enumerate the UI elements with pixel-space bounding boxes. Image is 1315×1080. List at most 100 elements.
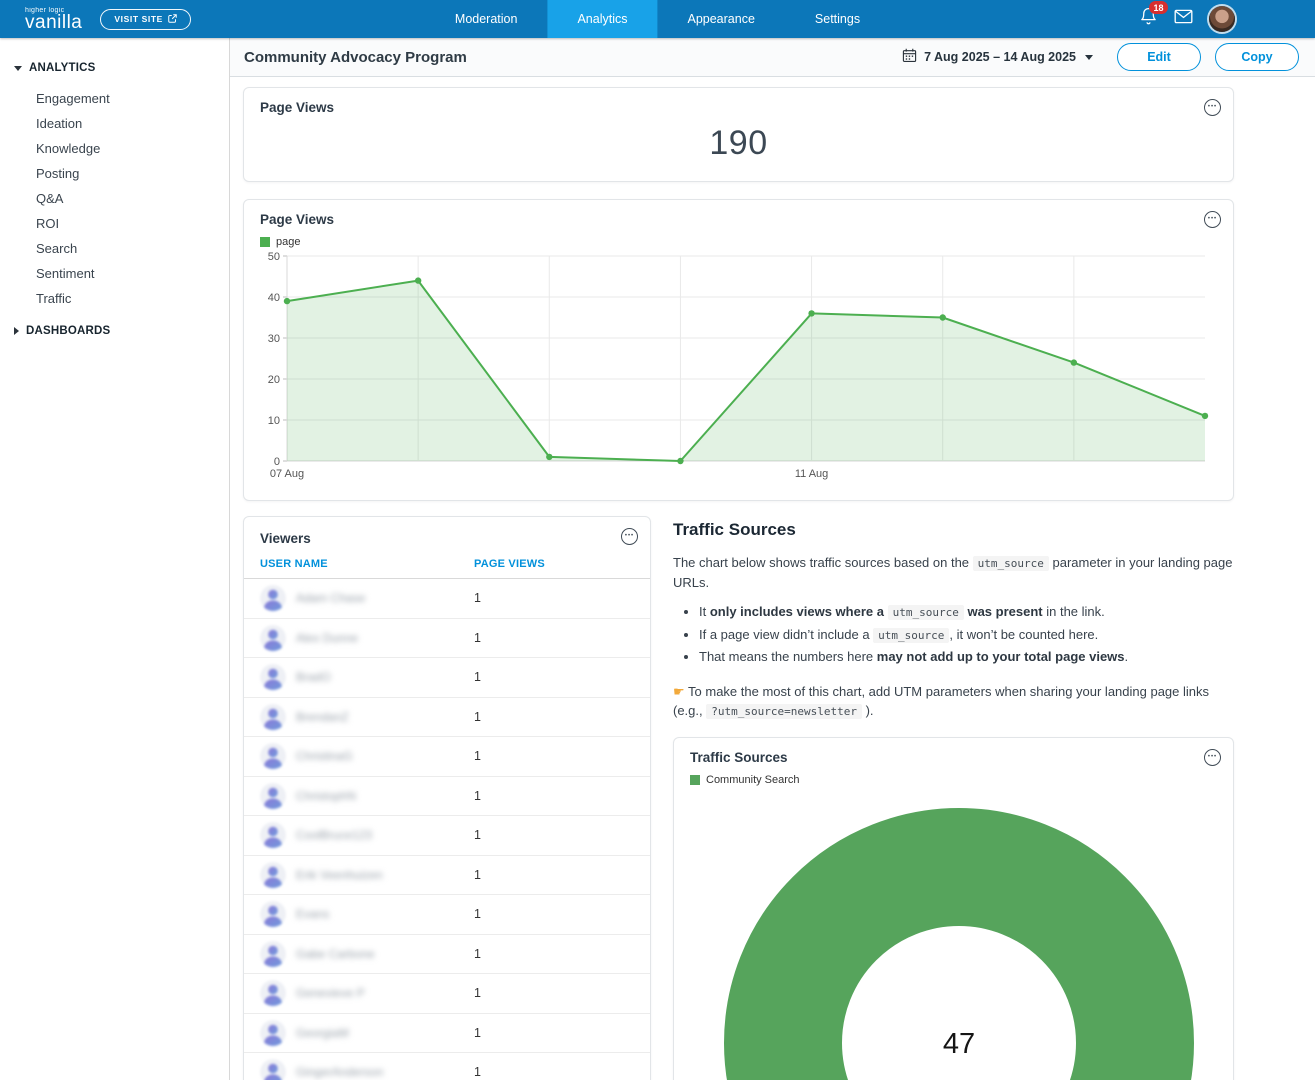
default-avatar	[260, 703, 286, 730]
viewer-name-link[interactable]: Erik Veenhuizen	[296, 867, 383, 882]
table-row: Alex Dunne 1	[244, 619, 650, 658]
tab-settings[interactable]: Settings	[814, 12, 861, 26]
page-views-value: 1	[474, 1065, 481, 1080]
tab-moderation[interactable]: Moderation	[454, 12, 518, 26]
table-row: GingerAnderson 1	[244, 1053, 650, 1080]
default-avatar	[260, 1019, 286, 1046]
sidebar-item-roi[interactable]: ROI	[36, 216, 60, 231]
card-title: Viewers	[260, 531, 311, 546]
default-avatar	[260, 980, 286, 1007]
copy-button[interactable]: Copy	[1215, 43, 1299, 71]
default-avatar	[260, 940, 286, 967]
page-views-value: 1	[474, 828, 481, 843]
column-header-user-name[interactable]: USER NAME	[260, 558, 328, 570]
page-header: Community Advocacy Program	[230, 38, 1315, 77]
date-range-label: 7 Aug 2025 – 14 Aug 2025	[924, 50, 1076, 64]
code-token: utm_source	[887, 605, 964, 620]
viewer-name-link[interactable]: BradO	[296, 670, 331, 685]
page-views-chart-card: Page Views page 0 10 20 30 40 50 07 Aug 11 Aug	[243, 199, 1234, 501]
primary-nav: Moderation Analytics Appearance Settings	[425, 0, 890, 38]
sidebar-item-sentiment[interactable]: Sentiment	[36, 266, 95, 281]
viewer-name-link[interactable]: Evans	[296, 907, 330, 922]
page-views-value: 1	[474, 867, 481, 882]
sidebar-item-engagement[interactable]: Engagement	[36, 91, 110, 106]
date-range-picker[interactable]: 7 Aug 2025 – 14 Aug 2025	[902, 48, 1093, 66]
tab-analytics[interactable]: Analytics	[547, 0, 658, 38]
viewer-name-link[interactable]: Genevieve P	[296, 986, 365, 1001]
viewer-name-link[interactable]: GingerAnderson	[296, 1065, 384, 1080]
visit-site-button[interactable]: VISIT SITE	[100, 8, 191, 30]
table-row: ChristophN 1	[244, 777, 650, 816]
viewer-cell: BrendanZ	[260, 703, 474, 730]
table-row: Erik Veenhuizen 1	[244, 856, 650, 895]
sidebar-section-dashboards[interactable]: DASHBOARDS	[14, 325, 229, 337]
viewer-name-link[interactable]: GeorgiaM	[296, 1025, 349, 1040]
table-row: BrendanZ 1	[244, 698, 650, 737]
traffic-sources-chart-card: Traffic Sources Community Search 47	[673, 736, 1234, 1080]
bullet-item: It only includes views where a utm_sourc…	[699, 602, 1234, 622]
vanilla-logo[interactable]: higher logic vanilla	[25, 0, 82, 38]
table-row: Adam Chase 1	[244, 579, 650, 619]
default-avatar	[260, 664, 286, 691]
sidebar-item-knowledge[interactable]: Knowledge	[36, 141, 101, 156]
chevron-down-icon	[1085, 54, 1093, 60]
default-avatar	[260, 1059, 286, 1080]
sidebar-item-qa[interactable]: Q&A	[36, 191, 64, 206]
bullet-item: That means the numbers here may not add …	[699, 647, 1234, 667]
logo-higher-logic: higher logic	[25, 6, 65, 14]
page-views-value: 1	[474, 946, 481, 961]
external-link-icon	[168, 13, 177, 25]
traffic-sources-intro: The chart below shows traffic sources ba…	[673, 555, 1233, 590]
sidebar-item-search[interactable]: Search	[36, 241, 78, 256]
table-row: CoolBruce123 1	[244, 816, 650, 856]
card-menu-button[interactable]	[1204, 211, 1221, 228]
default-avatar	[260, 585, 286, 612]
viewer-cell: BradO	[260, 664, 474, 691]
svg-text:0: 0	[274, 456, 280, 468]
svg-text:10: 10	[268, 415, 280, 427]
page-views-value: 1	[474, 630, 481, 645]
card-menu-button[interactable]	[1204, 99, 1221, 116]
viewer-cell: Adam Chase	[260, 585, 474, 612]
sidebar-item-ideation[interactable]: Ideation	[36, 116, 83, 131]
card-menu-button[interactable]	[1204, 748, 1221, 766]
column-header-page-views[interactable]: PAGE VIEWS	[474, 558, 545, 570]
bullet-item: If a page view didn’t include a utm_sour…	[699, 625, 1234, 645]
legend-label: page	[276, 236, 301, 248]
card-title: Page Views	[260, 100, 335, 115]
traffic-sources-column: Traffic Sources The chart below shows tr…	[664, 516, 1234, 1080]
viewer-name-link[interactable]: CoolBruce123	[296, 828, 373, 843]
page-views-value: 1	[474, 591, 481, 606]
viewer-cell: Evans	[260, 901, 474, 928]
viewer-name-link[interactable]: BrendanZ	[296, 709, 349, 724]
default-avatar	[260, 822, 286, 849]
sidebar-section-label: DASHBOARDS	[26, 325, 111, 337]
table-row: Genevieve P 1	[244, 974, 650, 1014]
viewer-cell: Alex Dunne	[260, 624, 474, 651]
viewer-name-link[interactable]: Alex Dunne	[296, 630, 359, 645]
legend-swatch	[260, 237, 270, 247]
sidebar-section-analytics[interactable]: ANALYTICS	[14, 62, 229, 74]
calendar-icon	[902, 48, 917, 66]
tab-appearance[interactable]: Appearance	[687, 12, 755, 26]
page-views-value: 1	[474, 907, 481, 922]
traffic-sources-heading: Traffic Sources	[673, 520, 796, 539]
edit-button[interactable]: Edit	[1117, 43, 1201, 71]
page-views-line-chart: 0 10 20 30 40 50 07 Aug 11 Aug	[260, 248, 1217, 487]
user-avatar[interactable]	[1209, 6, 1235, 32]
line-chart-svg: 0 10 20 30 40 50 07 Aug 11 Aug	[268, 251, 1209, 480]
page-views-value: 1	[474, 788, 481, 803]
viewer-name-link[interactable]: Gabe Carbone	[296, 946, 375, 961]
table-row: GeorgiaM 1	[244, 1014, 650, 1053]
sidebar-item-traffic[interactable]: Traffic	[36, 291, 72, 306]
legend-label: Community Search	[706, 773, 800, 786]
card-menu-button[interactable]	[621, 528, 638, 545]
sidebar-item-posting[interactable]: Posting	[36, 166, 80, 181]
notifications-button[interactable]: 18	[1139, 1, 1168, 31]
viewer-name-link[interactable]: ChristophN	[296, 788, 357, 803]
svg-text:40: 40	[268, 292, 280, 304]
viewer-name-link[interactable]: ChristinaG	[296, 749, 353, 764]
messages-button[interactable]	[1173, 6, 1194, 32]
table-row: Gabe Carbone 1	[244, 935, 650, 974]
viewer-name-link[interactable]: Adam Chase	[296, 591, 366, 606]
